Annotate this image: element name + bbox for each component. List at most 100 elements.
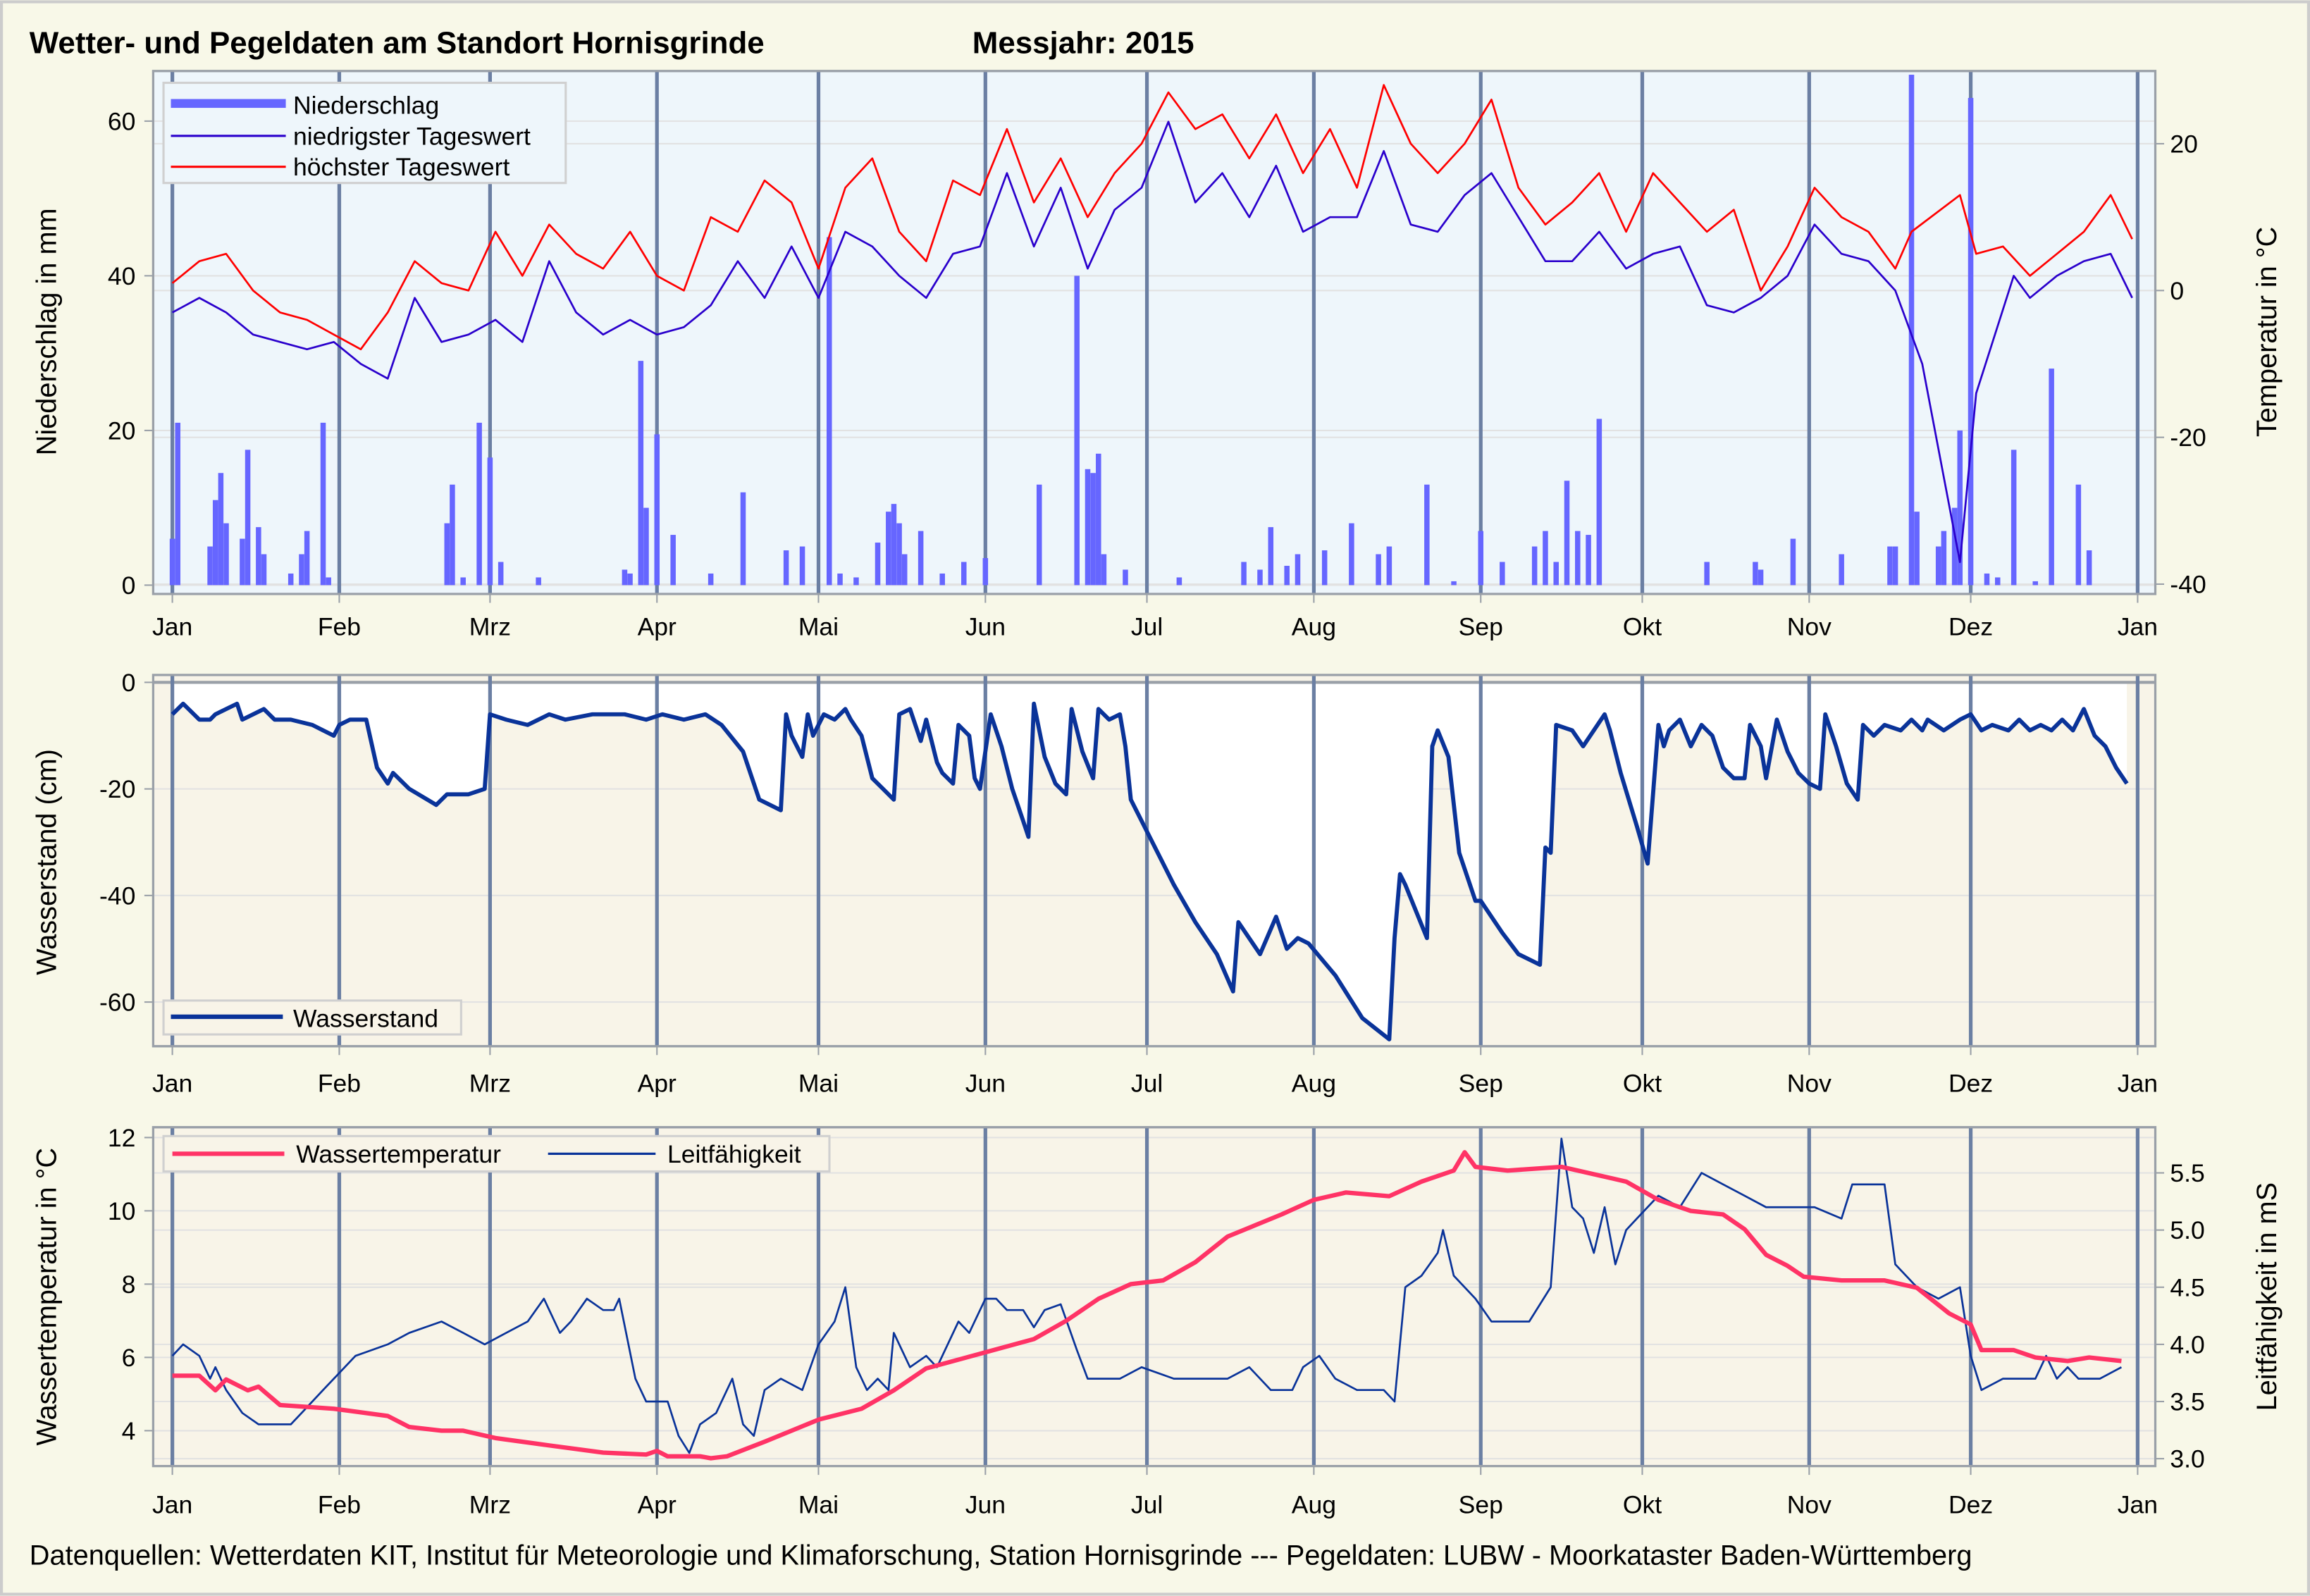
precip-bar [1908,75,1915,586]
precip-bar [654,434,660,586]
precip-bar [288,573,294,586]
x-tick-label: Dez [1948,1490,1993,1518]
precip-bar [1994,577,2001,586]
x-tick-label: Jul [1131,612,1163,641]
x-tick-label: Jan [152,1490,192,1518]
x-tick-label: Jan [152,612,192,641]
precip-bar [1090,473,1096,586]
precip-bar [901,554,908,586]
precip-bar [498,562,504,586]
precip-bar [1914,512,1920,586]
precip-bar [1386,546,1392,586]
x-tick-label: Jan [2118,1490,2158,1518]
y2-tick-label: 20 [2170,130,2198,158]
y-tick-label: 0 [122,669,136,697]
precip-bar [1564,481,1570,586]
x-tick-label: Dez [1948,612,1993,641]
precip-bar [891,504,897,586]
precip-bar [1500,562,1505,586]
precip-bar [304,531,310,586]
legend: Niederschlag niedrigster Tageswert höchste… [162,81,567,185]
legend-tmax-label: höchster Tageswert [293,153,509,181]
y-axis-label: Wassertemperatur in °C [31,1148,62,1446]
precip-bar [476,422,482,586]
y2-tick-label: 4.0 [2170,1330,2204,1359]
y2-tick-label: 3.0 [2170,1445,2204,1473]
precip-bar [1941,531,1947,586]
y2-tick-label: 0 [2170,277,2184,305]
x-tick-label: Nov [1787,1490,1832,1518]
level-area-fill [172,682,2127,1039]
y-tick-label: -20 [99,775,135,803]
y2-axis-label: Leitfähigkeit in mS [2252,1182,2283,1411]
y-tick-label: -40 [99,881,135,910]
legend-tmin-label: niedrigster Tageswert [293,122,531,150]
precip-bar [1241,562,1247,586]
legend-precip-label: Niederschlag [293,91,439,119]
y-tick-label: 0 [122,571,136,600]
y-axis-label: Wasserstand (cm) [31,749,62,975]
water-level-panel: -60 -40 -20 0 Jan Feb Mrz Apr Mai Jun Jul Aug Sep Okt… [31,669,2158,1098]
precip-bar [299,554,304,586]
y2-axis-label: Temperatur in °C [2252,227,2283,437]
precip-bar [1984,573,1990,586]
precip-bar [1451,581,1457,586]
y2-tick-label: -20 [2170,423,2206,452]
x-tick-label: Mai [798,1490,839,1518]
precip-bar [1085,469,1091,586]
conductivity-line [171,1137,2123,1454]
precip-bar [1596,419,1602,586]
precip-bar [1176,577,1182,586]
x-tick-label: Nov [1787,612,1832,641]
precip-bar [982,557,989,586]
precip-bar [622,569,628,586]
legend-cond-label: Leitfähigkeit [667,1140,801,1168]
x-tick-label: Apr [638,612,677,641]
precip-bar [627,573,633,586]
x-tick-label: Mrz [469,1070,511,1098]
x-tick-label: Okt [1623,1490,1662,1518]
plot-border [152,674,2157,1048]
x-tick-label: Jun [965,612,1006,641]
precip-bar [1284,565,1290,586]
precip-bar [1704,562,1710,586]
precip-bar [169,538,175,586]
y2-tick-label: 5.0 [2170,1216,2204,1244]
precip-bar [2049,369,2054,586]
precip-bar [708,573,714,586]
precip-bar [1074,276,1080,586]
legend: Wassertemperatur Leitfähigkeit [162,1134,831,1173]
year-label: Messjahr: 2015 [972,26,1194,61]
x-tick-label: Mai [798,1070,839,1098]
precip-bar [218,473,224,586]
y-tick-label: 40 [108,262,136,290]
weather-panel: 0 20 40 60 -40 -20 0 20 Jan Feb Mrz Apr Mai Jun Jul Aug… [31,70,2283,641]
precip-bar [918,531,924,586]
y2-tick-label: 5.5 [2170,1159,2204,1187]
x-tick-label: Aug [1292,1490,1336,1518]
precip-bar [643,507,649,586]
y2-tick-label: -40 [2170,571,2206,599]
precip-bar [1321,550,1328,586]
y-tick-label: 20 [108,416,136,445]
x-tick-label: Feb [318,612,361,641]
y-tick-label: 10 [108,1197,136,1225]
precip-bar [1957,430,1963,586]
chart-title: Wetter- und Pegeldaten am Standort Horni… [30,26,765,61]
x-tick-label: Aug [1292,612,1336,641]
precip-bar [256,527,261,586]
precip-bar [1790,538,1796,586]
precip-bar [1036,484,1042,586]
x-tick-label: Nov [1787,1070,1832,1098]
precip-bar [1543,531,1548,586]
x-tick-label: Okt [1623,612,1662,641]
x-tick-label: Feb [318,1070,361,1098]
legend: Wasserstand [162,999,462,1036]
precip-bar [783,550,789,586]
plot-border [152,70,2157,595]
precip-bar [1295,554,1301,586]
x-tick-label: Jan [152,1070,192,1098]
precip-bar [487,457,493,586]
x-tick-label: Sep [1459,1070,1503,1098]
